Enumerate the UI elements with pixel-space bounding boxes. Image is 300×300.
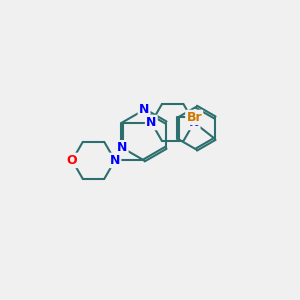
Text: N: N [139, 103, 149, 116]
Text: N: N [189, 116, 199, 129]
Text: N: N [110, 154, 120, 167]
Text: O: O [67, 154, 77, 167]
Text: Br: Br [186, 111, 202, 124]
Text: N: N [146, 116, 157, 129]
Text: N: N [117, 141, 128, 154]
